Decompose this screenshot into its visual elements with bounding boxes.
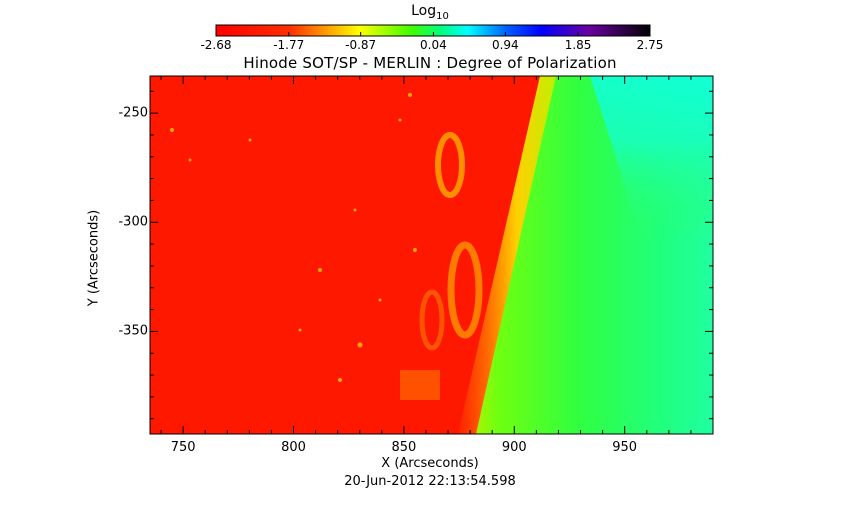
colorbar-tick-label: -1.77 — [273, 38, 305, 52]
x-tick-label: 900 — [501, 440, 527, 455]
x-tick-label: 800 — [281, 440, 306, 455]
chart-title: Hinode SOT/SP - MERLIN : Degree of Polar… — [243, 54, 617, 72]
heatmap-image — [150, 76, 713, 434]
colorbar-label-main: Log — [411, 3, 437, 19]
colorbar-tick-label: 2.75 — [636, 38, 664, 52]
x-tick-label: 750 — [170, 440, 196, 455]
colorbar-ticks — [215, 32, 651, 36]
y-tick-label: -300 — [118, 214, 148, 230]
x-tick-label: 850 — [391, 440, 417, 455]
colorbar-label-sub: 10 — [436, 10, 449, 22]
y-tick-label: -250 — [118, 105, 148, 121]
x-axis-label: X (Arcseconds) — [381, 456, 479, 471]
axis-ticks — [150, 76, 714, 434]
timestamp: 20-Jun-2012 22:13:54.598 — [344, 474, 516, 489]
y-axis-label: Y (Arcseconds) — [86, 209, 102, 307]
speckle-group — [170, 93, 483, 400]
colorbar-tick-label: -0.87 — [345, 38, 377, 52]
x-tick-label: 950 — [612, 440, 638, 455]
colorbar-tick-label: 0.94 — [491, 38, 519, 52]
y-tick-label: -350 — [118, 323, 148, 339]
colorbar-tick-label: 0.04 — [420, 38, 447, 52]
colorbar-tick-label: -2.68 — [200, 38, 232, 52]
colorbar-label: Log10 — [390, 3, 470, 22]
colorbar-tick-label: 1.85 — [564, 38, 592, 52]
limb-band — [458, 76, 556, 434]
plot-frame — [149, 75, 714, 435]
off-limb-high-region — [590, 76, 713, 240]
